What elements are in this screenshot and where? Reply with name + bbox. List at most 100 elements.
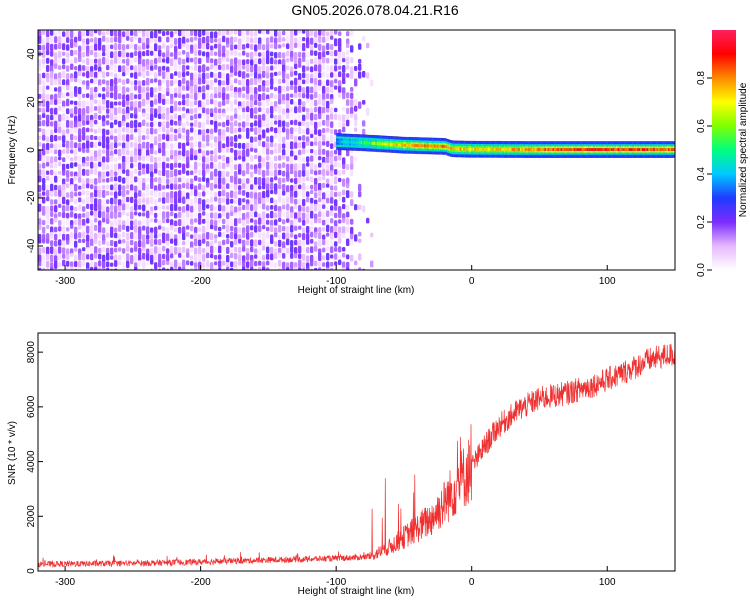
noise-cell [354,65,358,71]
noise-cell [74,254,78,262]
noise-cell [334,149,338,155]
noise-cell [290,156,294,164]
noise-cell [322,51,326,58]
noise-cell [318,106,322,115]
snr-y-tick-label: 0 [26,568,37,574]
noise-cell [246,133,250,139]
noise-cell [138,162,142,171]
noise-cell [130,141,134,148]
noise-cell [106,100,110,109]
noise-cell [54,149,58,155]
noise-cell [50,121,54,127]
noise-cell [242,113,246,120]
noise-cell [174,63,178,72]
noise-cell [326,86,330,93]
noise-cell [266,197,270,203]
noise-cell [174,71,178,76]
noise-cell [82,148,86,153]
noise-cell [146,163,150,170]
noise-cell [206,156,210,165]
noise-cell [210,232,214,241]
noise-cell [306,148,310,154]
signal-cell [344,140,347,144]
noise-cell [150,218,154,223]
noise-cell [318,99,322,105]
noise-cell [250,198,254,204]
noise-cell [274,65,278,70]
noise-cell [198,77,202,85]
noise-cell [302,30,306,34]
noise-cell [254,260,258,267]
noise-cell [146,234,150,240]
noise-cell [318,232,322,240]
noise-cell [110,220,114,228]
noise-cell [278,44,282,49]
signal-cell [557,148,560,151]
noise-cell [58,226,62,232]
noise-cell [262,147,266,155]
noise-cell [126,36,130,41]
noise-cell [222,35,226,43]
noise-cell [346,177,350,186]
noise-cell [66,183,70,189]
noise-cell [42,260,46,268]
noise-cell [330,170,334,177]
noise-cell [362,99,366,105]
noise-cell [182,36,186,45]
noise-cell [350,87,354,92]
noise-cell [102,57,106,65]
noise-cell [186,150,190,159]
noise-cell [282,219,286,225]
noise-cell [110,231,114,238]
noise-cell [338,31,342,37]
noise-cell [150,206,154,212]
noise-cell [194,92,198,101]
noise-cell [298,92,302,98]
noise-cell [146,70,150,77]
noise-cell [54,240,58,247]
signal-cell [620,148,623,151]
noise-cell [126,70,130,76]
noise-cell [78,191,82,196]
noise-cell [66,65,70,72]
noise-cell [62,253,66,259]
noise-cell [150,163,154,173]
noise-cell [102,99,106,105]
noise-cell [114,191,118,199]
noise-cell [110,85,114,92]
noise-cell [282,261,286,270]
noise-cell [182,266,186,270]
noise-cell [290,212,294,219]
noise-cell [114,163,118,171]
noise-cell [222,80,226,86]
noise-cell [182,149,186,157]
noise-cell [314,177,318,186]
noise-cell [318,59,322,66]
noise-cell [102,31,106,36]
noise-cell [242,107,246,113]
noise-cell [182,196,186,204]
noise-cell [282,177,286,183]
signal-cell [472,147,475,151]
noise-cell [218,213,222,219]
noise-cell [242,127,246,133]
noise-cell [86,262,90,270]
noise-cell [166,260,170,265]
noise-cell [138,107,142,112]
noise-cell [154,120,158,127]
noise-cell [150,196,154,204]
noise-cell [46,224,50,230]
noise-cell [310,184,314,190]
noise-cell [302,43,306,52]
noise-cell [174,128,178,134]
noise-cell [242,246,246,252]
noise-cell [222,112,226,118]
noise-cell [302,177,306,182]
noise-cell [174,227,178,233]
noise-cell [98,121,102,130]
noise-cell [238,30,242,37]
noise-cell [258,248,262,255]
noise-cell [134,72,138,80]
noise-cell [210,155,214,162]
noise-cell [90,184,94,190]
